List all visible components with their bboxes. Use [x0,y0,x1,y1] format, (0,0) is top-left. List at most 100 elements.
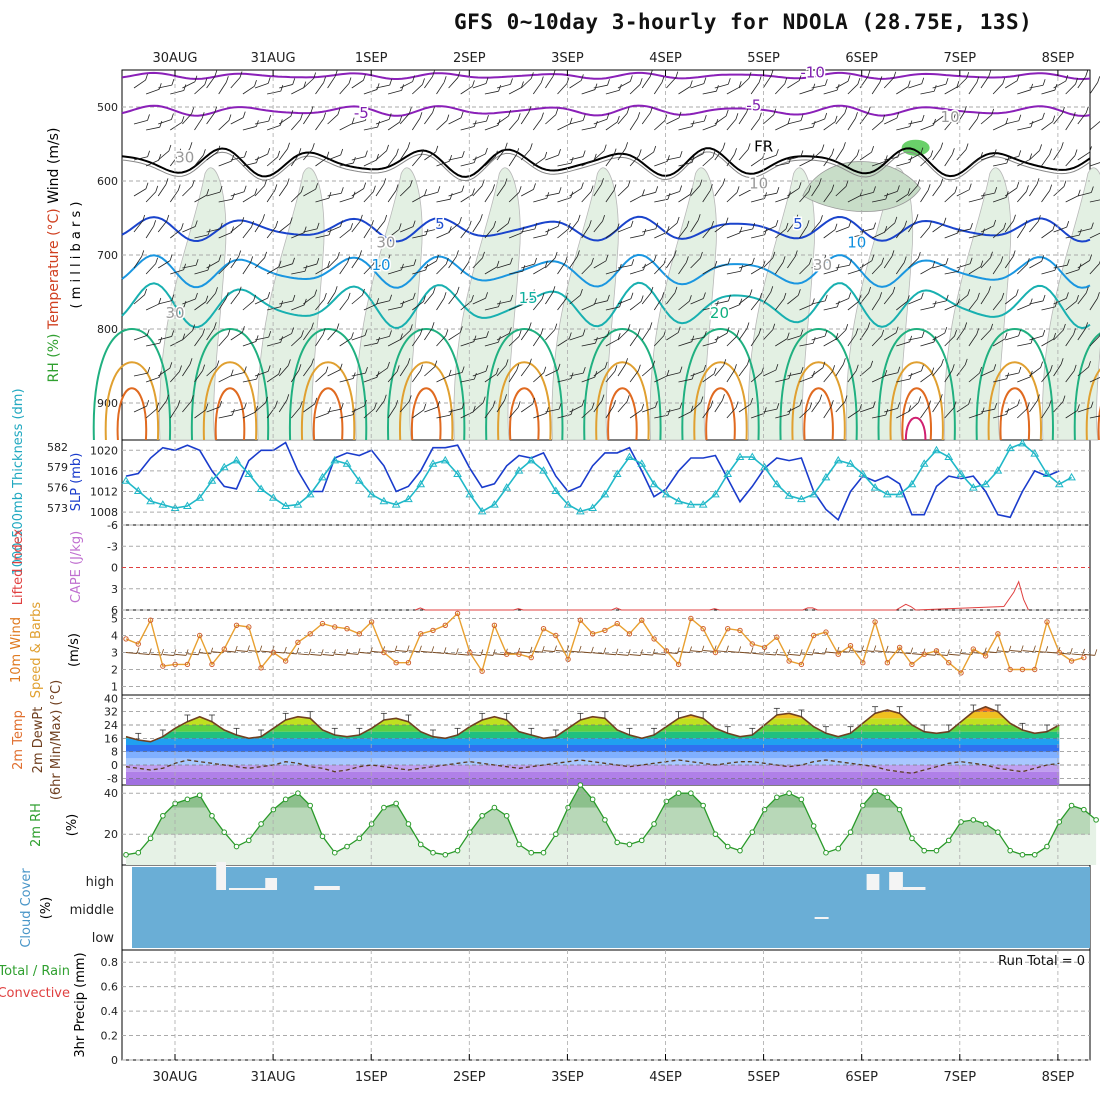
wind10m-barb-feather [1070,648,1072,654]
wind-barb-feather [519,186,521,192]
rh-point [431,850,436,855]
wind-barb [824,122,835,130]
wind-barb [1029,221,1038,232]
wind-barb [630,84,640,94]
wind-barb-feather [518,401,520,407]
wind-barb-feather [505,143,507,149]
wind-barb-feather [945,327,947,333]
wind-barb [182,82,195,88]
wind-barb-feather [849,221,851,227]
wind-barb-feather [192,108,194,114]
wind-barb-feather [1050,185,1052,191]
wind-barb-feather [626,142,628,148]
wind-barb [328,370,341,376]
rh-point [124,852,129,857]
wind-barb [231,293,239,304]
wind-barb-feather [638,112,640,118]
wind10m-barb [1084,654,1095,655]
wind-barb [219,415,233,418]
contour-label: 10 [371,256,390,274]
wind-barb [340,229,351,238]
wind-barb [630,301,641,310]
rh-point [996,830,1001,835]
isotherm-30 [314,388,343,440]
wind-barb-feather [337,324,339,330]
wind-barb [545,226,558,232]
wind-barb [872,82,880,94]
wind-barb-feather [1043,79,1045,85]
wind-barb-feather [1005,333,1007,339]
wind-barb [1029,401,1037,412]
wind-barb-feather [734,364,736,370]
wind-barb-feather [171,113,173,119]
rh-point [811,824,816,829]
wind-barb [570,188,582,196]
wind-barb [1017,191,1026,202]
wind-barb-feather [813,121,815,127]
wind-barb [170,90,184,94]
wind-barb-feather [169,145,171,151]
wind-barb-feather [167,215,169,221]
rh-point [799,797,804,802]
wind-barb-feather [444,76,446,82]
wind10m-barb [851,651,862,652]
contour-label: 10 [940,108,959,126]
wind-barb [558,163,572,166]
y-tick-precip: 0.2 [101,1030,119,1043]
rh-point [639,838,644,843]
pressure-panel-ylabel: RH (%) Temperature (°C) Wind (m/s) [46,128,62,383]
wind-barb [751,235,765,238]
wind-barb [1042,90,1055,94]
wind-barb [316,83,324,94]
wind-barb [388,90,402,94]
wind-barb [1017,343,1031,346]
wind-barb [340,262,348,274]
wind10m-barb [654,653,665,654]
wind-barb [364,160,377,166]
wind-barb [715,400,723,412]
wind-barb-feather [487,115,489,121]
wind-barb [170,190,178,202]
wind-barb-feather [148,367,150,373]
wind-barb [836,113,845,124]
wind-barb-feather [493,184,495,190]
wind-barb-feather [535,258,537,264]
wind-barb [896,127,910,130]
wind-barb-feather [181,223,183,229]
wind-barb [388,122,400,130]
wind-barb [1005,121,1019,124]
rh-point [934,848,939,853]
wind-barb [630,195,642,202]
wind-barb [908,121,922,124]
wind-barb-feather [680,186,682,192]
rh-point [885,795,890,800]
wind-barb [255,121,269,124]
wind-barb-feather [776,220,778,226]
wind-barb [521,365,529,376]
wind-barb [800,90,813,94]
wind-barb [558,124,571,130]
wind-barb [533,158,544,166]
wind-barb [219,161,232,166]
wind-barb [800,127,814,130]
wind10m-barb [249,651,260,652]
wind-barb [594,119,607,124]
wind-barb [219,336,228,346]
wind-barb [485,190,493,202]
wind-barb-feather [1019,150,1021,156]
wind-barb [921,125,934,130]
rh-point [259,822,264,827]
cloud-high-block [889,872,903,890]
wind-barb-feather [256,335,258,341]
wind-barb-feather [955,187,957,193]
isotherm-35 [906,418,926,440]
wind-barb-feather [226,76,228,82]
wind-barb [195,118,203,130]
wind-barb [666,118,679,124]
wind-barb-feather [268,292,270,298]
rh-point [824,850,829,855]
wind-barb [424,77,432,88]
wind-barb [146,89,159,94]
wind10m-barb-feather [432,646,434,652]
wind-label: Wind (m/s) [46,128,62,204]
